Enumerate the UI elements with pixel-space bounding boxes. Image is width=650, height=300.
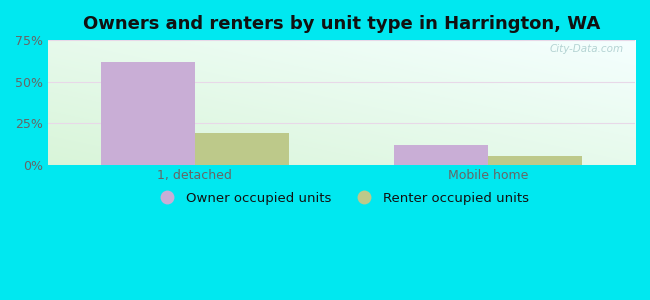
Bar xyxy=(395,145,488,165)
Bar xyxy=(488,156,582,165)
Title: Owners and renters by unit type in Harrington, WA: Owners and renters by unit type in Harri… xyxy=(83,15,600,33)
Bar xyxy=(101,62,194,165)
Text: City-Data.com: City-Data.com xyxy=(549,44,623,54)
Bar xyxy=(194,133,289,165)
Legend: Owner occupied units, Renter occupied units: Owner occupied units, Renter occupied un… xyxy=(149,187,534,210)
